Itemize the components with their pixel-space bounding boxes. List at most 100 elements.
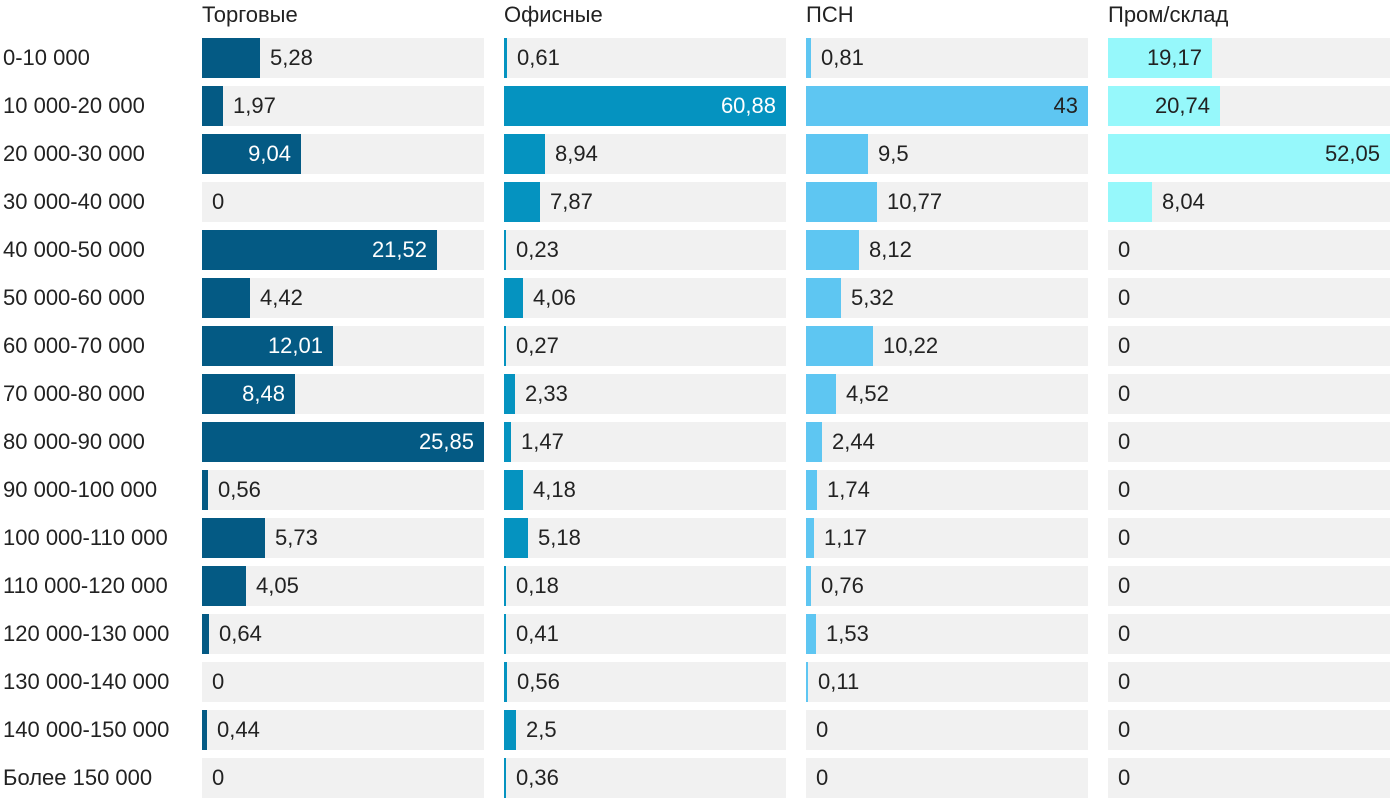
bar-track: 0 — [1108, 326, 1390, 366]
data-label: 52,05 — [1324, 141, 1380, 166]
bar — [504, 422, 511, 462]
data-label: 2,44 — [832, 429, 875, 454]
data-label: 0,27 — [516, 333, 559, 358]
data-label: 0,23 — [516, 237, 559, 262]
bar — [504, 134, 545, 174]
data-label: 0 — [1118, 237, 1131, 262]
bar-track: 2,5 — [504, 710, 786, 750]
data-label: 0 — [1118, 765, 1131, 790]
data-label: 0,11 — [818, 669, 860, 694]
bar — [504, 230, 506, 270]
bar-track: 0 — [1108, 422, 1390, 462]
data-label: 0 — [1118, 573, 1131, 598]
bar-track: 19,17 — [1108, 38, 1390, 78]
bar-track: 0,36 — [504, 758, 786, 798]
column-title: Торговые — [202, 2, 298, 27]
data-label: 43 — [1053, 93, 1078, 118]
bar-track: 0 — [1108, 470, 1390, 510]
bar — [806, 38, 811, 78]
data-label: 2,5 — [526, 717, 557, 742]
data-label: 0,64 — [219, 621, 262, 646]
bar — [202, 374, 295, 414]
bar-track: 0 — [1108, 614, 1390, 654]
bar — [202, 38, 260, 78]
bar-track: 0,11 — [806, 662, 1088, 702]
bar-track: 0,81 — [806, 38, 1088, 78]
row-label: 80 000-90 000 — [3, 429, 145, 454]
data-label: 19,17 — [1146, 45, 1202, 70]
row-label: 140 000-150 000 — [3, 717, 170, 742]
bar-track: 0 — [806, 710, 1088, 750]
row-label: 10 000-20 000 — [3, 93, 145, 118]
bar-track: 7,87 — [504, 182, 786, 222]
bar — [504, 614, 506, 654]
bar — [202, 86, 223, 126]
row-label: 130 000-140 000 — [3, 669, 170, 694]
bar — [806, 182, 877, 222]
data-label: 1,53 — [826, 621, 869, 646]
data-label: 4,05 — [256, 573, 299, 598]
data-label: 8,12 — [869, 237, 912, 262]
data-label: 21,52 — [371, 237, 427, 262]
bar-track: 0,23 — [504, 230, 786, 270]
bar-track: 4,42 — [202, 278, 484, 318]
bar — [202, 710, 207, 750]
bar — [202, 134, 301, 174]
data-label: 0 — [212, 189, 225, 214]
bar — [806, 86, 1088, 126]
bar — [504, 710, 516, 750]
data-label: 10,77 — [887, 189, 943, 214]
bar — [202, 326, 333, 366]
bar-track: 43 — [806, 86, 1088, 126]
data-label: 0 — [212, 669, 225, 694]
bar-track: 2,33 — [504, 374, 786, 414]
bar-track: 8,04 — [1108, 182, 1390, 222]
bar-track: 0 — [202, 662, 484, 702]
bar-track: 5,73 — [202, 518, 484, 558]
bar-track: 10,22 — [806, 326, 1088, 366]
data-label: 1,47 — [521, 429, 564, 454]
bar-track: 8,94 — [504, 134, 786, 174]
bar-track: 0 — [1108, 758, 1390, 798]
data-label: 8,94 — [555, 141, 598, 166]
data-label: 0 — [1118, 429, 1131, 454]
bar-track: 0 — [1108, 230, 1390, 270]
data-label: 0,36 — [516, 765, 559, 790]
bar-track: 8,48 — [202, 374, 484, 414]
bar-track: 0 — [1108, 566, 1390, 606]
bar — [504, 182, 540, 222]
bar-track: 1,47 — [504, 422, 786, 462]
bar — [202, 278, 250, 318]
data-label: 4,18 — [533, 477, 576, 502]
bar-track: 60,88 — [504, 86, 786, 126]
row-label: 20 000-30 000 — [3, 141, 145, 166]
bar-track: 21,52 — [202, 230, 484, 270]
bar-track: 9,04 — [202, 134, 484, 174]
bar-track: 0,76 — [806, 566, 1088, 606]
data-label: 1,74 — [827, 477, 870, 502]
row-label: 40 000-50 000 — [3, 237, 145, 262]
bar-track: 1,17 — [806, 518, 1088, 558]
data-label: 0,76 — [821, 573, 864, 598]
row-label: 120 000-130 000 — [3, 621, 170, 646]
bar — [806, 662, 808, 702]
data-label: 5,28 — [270, 45, 313, 70]
bar-track: 2,44 — [806, 422, 1088, 462]
bar-track: 0 — [1108, 710, 1390, 750]
bar — [504, 374, 515, 414]
bar — [1108, 38, 1212, 78]
data-label: 0,41 — [516, 621, 559, 646]
bar — [202, 566, 246, 606]
column-title: Офисные — [504, 2, 603, 27]
row-label: 100 000-110 000 — [3, 525, 168, 550]
bar — [1108, 86, 1220, 126]
data-label: 5,73 — [275, 525, 318, 550]
bar-track: 4,52 — [806, 374, 1088, 414]
column-title: ПСН — [806, 2, 854, 27]
data-label: 2,33 — [525, 381, 568, 406]
bar-track: 5,18 — [504, 518, 786, 558]
bar-track: 1,97 — [202, 86, 484, 126]
data-label: 7,87 — [550, 189, 593, 214]
data-label: 9,04 — [248, 141, 291, 166]
bar — [504, 470, 523, 510]
